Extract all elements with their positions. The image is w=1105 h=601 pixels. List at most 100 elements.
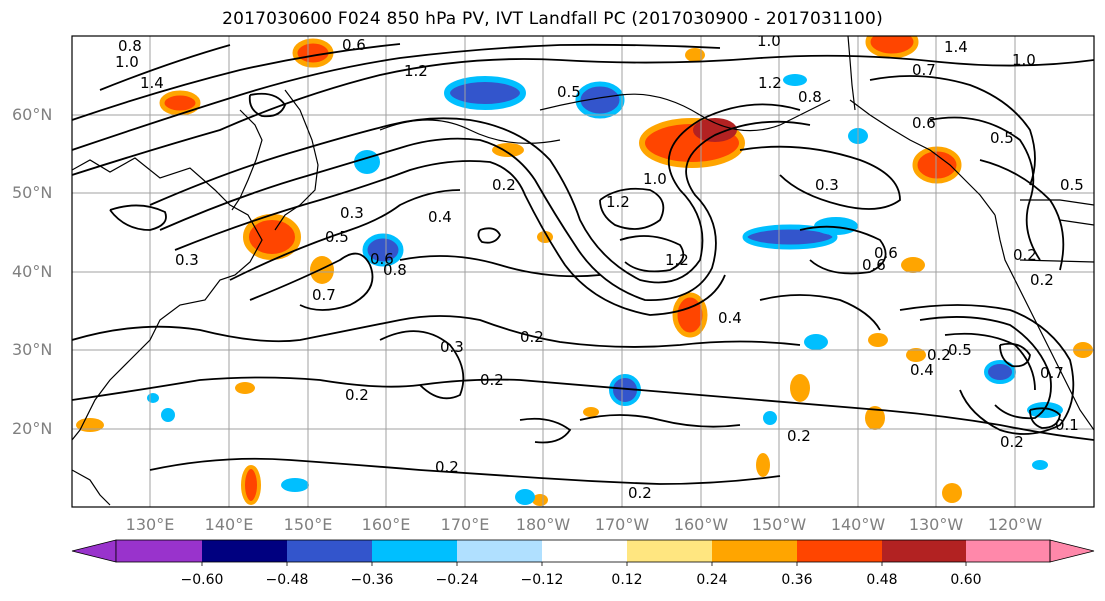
lon-label-170w: 170°W: [594, 515, 650, 534]
pv-positive-patch: [901, 257, 925, 273]
contour-label: 0.3: [815, 176, 839, 194]
contour-label: 0.5: [557, 83, 581, 101]
pv-positive-patch: [756, 453, 770, 477]
contour-label: 0.8: [383, 261, 407, 279]
contour-label: 1.0: [757, 32, 781, 50]
contour-label: 0.3: [175, 251, 199, 269]
contour-label: 0.5: [325, 228, 349, 246]
pv-positive-patch: [492, 143, 524, 157]
lon-label-130e: 130°E: [125, 515, 175, 534]
colorbar-tick-label: 0.24: [696, 572, 728, 588]
contour-label: 0.2: [1030, 271, 1054, 289]
lat-label-60n: 60°N: [12, 105, 53, 124]
colorbar-segment: [966, 540, 1050, 562]
contour-label: 1.2: [758, 74, 782, 92]
contour-label: 0.6: [370, 250, 394, 268]
contour-label: 0.2: [1013, 246, 1037, 264]
colorbar-segment: [627, 540, 712, 562]
contour-label: 0.2: [480, 371, 504, 389]
contour-label: 0.2: [520, 328, 544, 346]
pv-positive-patch: [942, 483, 962, 503]
lat-label-30n: 30°N: [12, 340, 53, 359]
colorbar-segment: [797, 540, 882, 562]
pv-positive-patch: [912, 146, 962, 184]
lon-label-160e: 160°E: [361, 515, 411, 534]
contour-label: 0.2: [435, 458, 459, 476]
lon-label-140e: 140°E: [204, 515, 254, 534]
contour-label: 1.0: [643, 170, 667, 188]
pv-negative-patch: [763, 411, 777, 425]
pv-positive-patch: [790, 374, 810, 402]
contour-label: 0.6: [912, 114, 936, 132]
contour-label: 0.8: [798, 88, 822, 106]
colorbar-segment: [882, 540, 966, 562]
colorbar-tick-label: −0.12: [520, 572, 564, 588]
pv-positive-patch: [865, 36, 919, 59]
pv-positive-patch: [241, 465, 261, 505]
pv-positive-patch: [906, 348, 926, 362]
colorbar-tick-label: 0.48: [866, 572, 898, 588]
colorbar-segment: [457, 540, 542, 562]
colorbar-segment: [712, 540, 797, 562]
colorbar-tick-label: 0.36: [781, 572, 813, 588]
map-plot-area[interactable]: 0.8 1.0 1.4 1.2 0.5 0.6 1.0 0.7 1.2 1.4 …: [72, 28, 1094, 507]
contour-label: 1.2: [665, 251, 689, 269]
pv-positive-patch: [868, 333, 888, 347]
contour-label: 0.5: [1060, 176, 1084, 194]
pv-positive-patch: [310, 256, 334, 284]
contour-lines: [72, 43, 1094, 485]
contour-label: 0.5: [948, 341, 972, 359]
colorbar-extend-high: [1049, 539, 1095, 563]
pv-positive-patch: [532, 494, 548, 506]
contour-label: 0.2: [492, 176, 516, 194]
colorbar-tick-label: −0.60: [180, 572, 224, 588]
contour-label: 0.8: [118, 37, 142, 55]
pv-negative-patch: [444, 76, 526, 110]
contour-label: 0.3: [340, 204, 364, 222]
pv-negative-patch: [984, 360, 1016, 384]
contour-label: 1.2: [404, 62, 428, 80]
colorbar-segment: [287, 540, 372, 562]
contour-label: 0.2: [787, 427, 811, 445]
lon-label-160w: 160°W: [673, 515, 729, 534]
colorbar-segment: [372, 540, 457, 562]
pv-positive-patch: [235, 382, 255, 394]
contour-label: 0.7: [912, 61, 936, 79]
pv-shading-layer: [76, 36, 1093, 506]
contour-label: 0.7: [312, 286, 336, 304]
lat-label-40n: 40°N: [12, 262, 53, 281]
lon-label-150w: 150°W: [751, 515, 807, 534]
map-title: 2017030600 F024 850 hPa PV, IVT Landfall…: [222, 9, 883, 29]
pv-negative-patch: [281, 478, 309, 492]
contour-label: 1.0: [115, 53, 139, 71]
contour-label: 0.3: [440, 338, 464, 356]
pv-positive-patch: [159, 90, 201, 116]
colorbar-segment: [202, 540, 287, 562]
contour-label: 0.2: [628, 484, 652, 502]
pv-negative-patch: [1027, 402, 1063, 418]
pv-negative-patch: [147, 393, 159, 403]
lat-label-20n: 20°N: [12, 419, 53, 438]
graticule: [72, 36, 1094, 507]
contour-label: 0.7: [1040, 364, 1064, 382]
contour-label: 1.0: [1012, 51, 1036, 69]
pv-negative-patch: [362, 233, 404, 267]
pv-positive-patch: [685, 48, 705, 62]
pv-positive-patch: [583, 407, 599, 417]
contour-label: 0.6: [862, 256, 886, 274]
lon-label-150e: 150°E: [283, 515, 333, 534]
colorbar-segment: [542, 540, 627, 562]
contour-label: 0.4: [718, 309, 742, 327]
contour-label: 0.5: [990, 129, 1014, 147]
contour-label: 1.4: [140, 74, 164, 92]
lon-label-170e: 170°E: [440, 515, 490, 534]
lon-label-140w: 140°W: [830, 515, 886, 534]
contour-label: 1.2: [606, 193, 630, 211]
contour-label: 0.2: [927, 346, 951, 364]
colorbar-tick-label: −0.24: [435, 572, 479, 588]
lon-label-130w: 130°W: [908, 515, 964, 534]
contour-label: 0.2: [1000, 433, 1024, 451]
colorbar-tick-label: 0.12: [611, 572, 643, 588]
pv-negative-patch: [742, 224, 838, 250]
